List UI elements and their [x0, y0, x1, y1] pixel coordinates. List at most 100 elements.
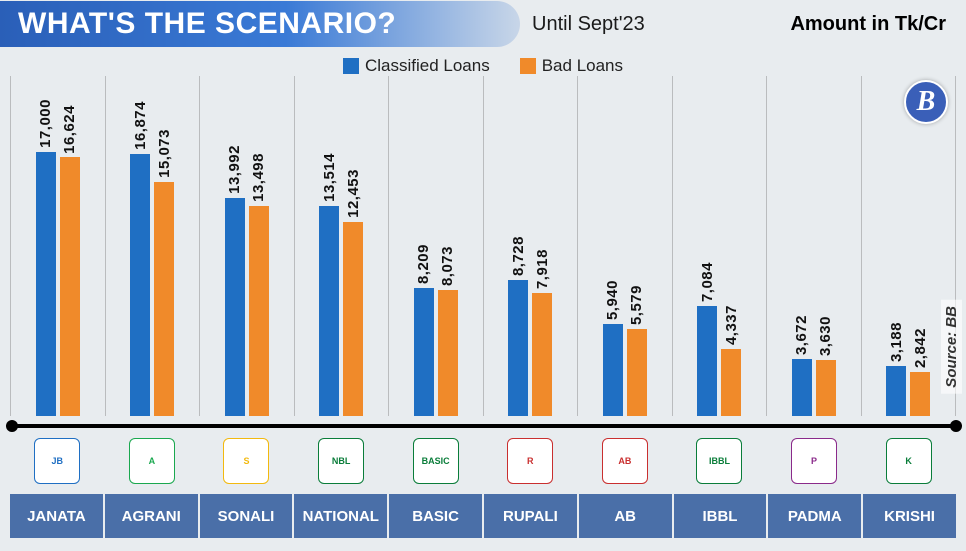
bar-classified: 8,209 [414, 244, 434, 416]
bank-name: BASIC [389, 494, 484, 538]
bar [627, 329, 647, 416]
bank-logo-icon: S [223, 438, 269, 484]
legend-item-classified: Classified Loans [343, 56, 490, 76]
logo-cell: IBBL [672, 432, 767, 490]
bar [249, 206, 269, 416]
bank-logo-icon: JB [34, 438, 80, 484]
bank-logo-icon: A [129, 438, 175, 484]
bar-classified: 8,728 [508, 236, 528, 416]
value-label: 7,918 [534, 249, 551, 289]
bar-classified: 16,874 [130, 101, 150, 416]
bar-bad: 13,498 [249, 153, 269, 416]
legend-swatch-classified [343, 58, 359, 74]
bar-bad: 15,073 [154, 129, 174, 416]
bar [130, 154, 150, 416]
legend-swatch-bad [520, 58, 536, 74]
bar [910, 372, 930, 416]
bar [603, 324, 623, 416]
value-label: 2,842 [912, 328, 929, 368]
bar [154, 182, 174, 416]
logo-cell: A [105, 432, 200, 490]
bar [225, 198, 245, 416]
bank-logo-icon: P [791, 438, 837, 484]
legend-item-bad: Bad Loans [520, 56, 623, 76]
page-title: WHAT'S THE SCENARIO? [0, 1, 520, 47]
bank-logo-icon: IBBL [696, 438, 742, 484]
bar-bad: 7,918 [532, 249, 552, 416]
bar [60, 157, 80, 416]
logo-cell: AB [578, 432, 673, 490]
chart-category: 7,084 4,337 [673, 76, 768, 416]
bar [343, 222, 363, 416]
bank-name: RUPALI [484, 494, 579, 538]
bank-logo-icon: BASIC [413, 438, 459, 484]
value-label: 13,992 [226, 145, 243, 194]
value-label: 3,188 [888, 322, 905, 362]
logo-cell: K [861, 432, 956, 490]
bar-classified: 3,672 [792, 315, 812, 416]
source-label: Source: BB [941, 300, 962, 394]
logo-cell: S [199, 432, 294, 490]
bar [816, 360, 836, 416]
value-label: 17,000 [37, 99, 54, 148]
bar-bad: 4,337 [721, 305, 741, 417]
value-label: 5,579 [628, 285, 645, 325]
bank-logo-icon: AB [602, 438, 648, 484]
value-label: 4,337 [723, 305, 740, 345]
value-label: 15,073 [156, 129, 173, 178]
chart-category: 8,728 7,918 [484, 76, 579, 416]
value-label: 8,728 [510, 236, 527, 276]
bank-name: KRISHI [863, 494, 956, 538]
value-label: 7,084 [699, 262, 716, 302]
logo-cell: P [767, 432, 862, 490]
bank-name: SONALI [200, 494, 295, 538]
bank-name: NATIONAL [294, 494, 389, 538]
bar-classified: 3,188 [886, 322, 906, 416]
legend-label-bad: Bad Loans [542, 56, 623, 76]
chart-category: 17,000 16,624 [10, 76, 106, 416]
chart-area: 17,000 16,624 16,874 15,073 13,992 13,498 13,5… [10, 76, 956, 416]
legend-label-classified: Classified Loans [365, 56, 490, 76]
value-label: 16,624 [61, 105, 78, 154]
bar-bad: 5,579 [627, 285, 647, 416]
axis-dot-left [6, 420, 18, 432]
bar-classified: 13,992 [225, 145, 245, 416]
header: WHAT'S THE SCENARIO? Until Sept'23 Amoun… [0, 0, 966, 48]
value-label: 13,498 [250, 153, 267, 202]
value-label: 3,630 [817, 316, 834, 356]
bar [414, 288, 434, 416]
value-label: 3,672 [793, 315, 810, 355]
x-axis-line [10, 424, 956, 428]
value-label: 13,514 [321, 153, 338, 202]
chart-category: 13,51412,453 [295, 76, 390, 416]
bar-classified: 5,940 [603, 280, 623, 416]
chart-category: 13,992 13,498 [200, 76, 295, 416]
bar-classified: 17,000 [36, 99, 56, 416]
subtitle: Until Sept'23 [532, 13, 645, 36]
names-row: JANATAAGRANISONALINATIONALBASICRUPALIABI… [10, 494, 956, 538]
chart-category: 8,209 8,073 [389, 76, 484, 416]
bar-bad: 3,630 [816, 316, 836, 417]
bank-name: AB [579, 494, 674, 538]
value-label: 8,209 [415, 244, 432, 284]
bar [697, 306, 717, 416]
chart-category: 3,672 3,630 [767, 76, 862, 416]
value-label: 8,073 [439, 246, 456, 286]
bar [319, 206, 339, 416]
logos-row: JBASNBLBASICRABIBBLPK [10, 432, 956, 490]
bar [438, 290, 458, 416]
chart-category: 16,874 15,073 [106, 76, 201, 416]
logo-cell: NBL [294, 432, 389, 490]
bar [508, 280, 528, 416]
bank-name: PADMA [768, 494, 863, 538]
chart-category: 5,940 5,579 [578, 76, 673, 416]
bank-name: IBBL [674, 494, 769, 538]
bar-bad: 16,624 [60, 105, 80, 416]
bank-logo-icon: NBL [318, 438, 364, 484]
axis-dot-right [950, 420, 962, 432]
legend: Classified Loans Bad Loans [0, 56, 966, 76]
bank-logo-icon: K [886, 438, 932, 484]
bank-name: AGRANI [105, 494, 200, 538]
logo-cell: JB [10, 432, 105, 490]
bar [792, 359, 812, 416]
